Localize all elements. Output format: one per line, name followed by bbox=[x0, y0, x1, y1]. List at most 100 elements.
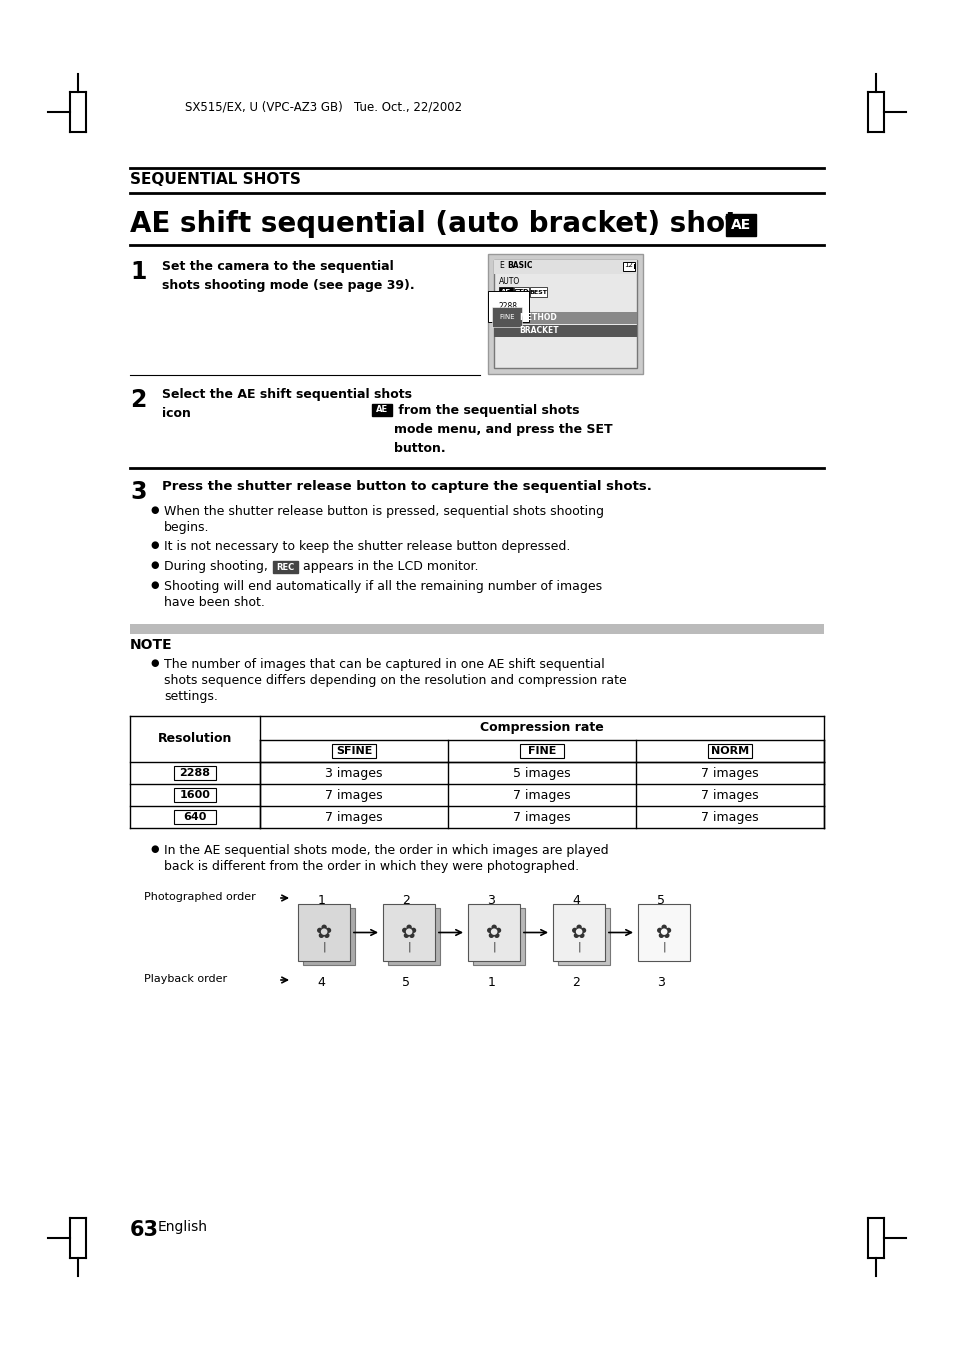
Bar bbox=[638, 904, 689, 961]
Text: 7 images: 7 images bbox=[325, 788, 382, 802]
Text: FINE: FINE bbox=[527, 746, 556, 756]
Text: 2: 2 bbox=[402, 894, 410, 907]
Text: |: | bbox=[322, 941, 326, 952]
Text: 3: 3 bbox=[130, 480, 147, 504]
Text: NOTE: NOTE bbox=[130, 638, 172, 652]
Bar bbox=[473, 909, 524, 965]
Text: ✿: ✿ bbox=[400, 923, 416, 942]
Bar bbox=[553, 904, 604, 961]
Bar bbox=[707, 744, 751, 758]
Text: 63: 63 bbox=[130, 1220, 159, 1240]
Text: ●: ● bbox=[150, 580, 158, 589]
Text: 4: 4 bbox=[317, 976, 325, 990]
Text: |: | bbox=[661, 941, 665, 952]
Bar bbox=[173, 810, 215, 823]
Text: begins.: begins. bbox=[164, 521, 210, 534]
Text: E: E bbox=[498, 261, 503, 270]
Bar bbox=[468, 904, 519, 961]
Bar bbox=[514, 287, 529, 297]
Text: REC: REC bbox=[276, 562, 294, 572]
Bar bbox=[173, 767, 215, 780]
Text: 7 images: 7 images bbox=[513, 810, 570, 823]
Text: 1: 1 bbox=[487, 976, 495, 990]
Bar bbox=[622, 262, 635, 270]
Text: 4: 4 bbox=[572, 894, 579, 907]
Text: Playback order: Playback order bbox=[144, 973, 227, 984]
Bar bbox=[388, 909, 439, 965]
Text: English: English bbox=[158, 1220, 208, 1234]
Text: 3 images: 3 images bbox=[325, 767, 382, 780]
Text: NORM: NORM bbox=[710, 746, 748, 756]
Text: In the AE sequential shots mode, the order in which images are played: In the AE sequential shots mode, the ord… bbox=[164, 844, 608, 857]
Text: ●: ● bbox=[150, 844, 158, 854]
Text: During shooting,: During shooting, bbox=[164, 560, 272, 573]
Text: When the shutter release button is pressed, sequential shots shooting: When the shutter release button is press… bbox=[164, 506, 603, 518]
Text: 5: 5 bbox=[657, 894, 665, 907]
Text: 3: 3 bbox=[487, 894, 495, 907]
Text: AUTO: AUTO bbox=[498, 277, 519, 287]
Text: Set the camera to the sequential
shots shooting mode (see page 39).: Set the camera to the sequential shots s… bbox=[162, 260, 415, 292]
Bar bbox=[494, 324, 637, 337]
Text: 3: 3 bbox=[657, 976, 665, 990]
Text: BEST: BEST bbox=[529, 289, 546, 295]
Text: shots sequence differs depending on the resolution and compression rate: shots sequence differs depending on the … bbox=[164, 675, 626, 687]
Text: FINE: FINE bbox=[498, 314, 514, 320]
Bar bbox=[519, 744, 563, 758]
Text: AE: AE bbox=[500, 289, 511, 295]
Bar bbox=[634, 264, 636, 269]
Text: Compression rate: Compression rate bbox=[479, 722, 603, 734]
Text: Photographed order: Photographed order bbox=[144, 892, 255, 902]
Text: Shooting will end automatically if all the remaining number of images: Shooting will end automatically if all t… bbox=[164, 580, 601, 594]
Text: BASIC: BASIC bbox=[506, 261, 532, 270]
Text: 2288: 2288 bbox=[179, 768, 211, 777]
Text: ✿: ✿ bbox=[315, 923, 332, 942]
Text: ●: ● bbox=[150, 658, 158, 668]
Text: AE: AE bbox=[375, 406, 388, 415]
Text: BRACKET: BRACKET bbox=[518, 326, 558, 335]
Text: |: | bbox=[492, 941, 496, 952]
Bar bbox=[498, 287, 513, 297]
Text: ✿: ✿ bbox=[570, 923, 587, 942]
Text: AE: AE bbox=[730, 218, 750, 233]
Text: 7 images: 7 images bbox=[700, 810, 758, 823]
Bar bbox=[297, 904, 350, 961]
Text: 1: 1 bbox=[317, 894, 325, 907]
Bar bbox=[382, 904, 435, 961]
Bar bbox=[494, 260, 637, 368]
Text: Resolution: Resolution bbox=[157, 733, 232, 745]
Text: |: | bbox=[577, 941, 580, 952]
Text: 2288: 2288 bbox=[498, 301, 517, 311]
Text: appears in the LCD monitor.: appears in the LCD monitor. bbox=[298, 560, 478, 573]
Text: ●: ● bbox=[150, 506, 158, 515]
Text: 7 images: 7 images bbox=[325, 810, 382, 823]
Text: settings.: settings. bbox=[164, 690, 217, 703]
Text: AE shift sequential (auto bracket) shots: AE shift sequential (auto bracket) shots bbox=[130, 210, 754, 238]
Text: 1: 1 bbox=[130, 260, 146, 284]
Text: SEQUENTIAL SHOTS: SEQUENTIAL SHOTS bbox=[130, 172, 300, 187]
Text: Press the shutter release button to capture the sequential shots.: Press the shutter release button to capt… bbox=[162, 480, 651, 493]
Text: SFINE: SFINE bbox=[335, 746, 372, 756]
Text: ●: ● bbox=[150, 560, 158, 571]
Text: 640: 640 bbox=[183, 813, 207, 822]
Bar bbox=[303, 909, 355, 965]
Text: 1600: 1600 bbox=[179, 790, 211, 800]
Text: 12: 12 bbox=[623, 262, 633, 268]
Text: It is not necessary to keep the shutter release button depressed.: It is not necessary to keep the shutter … bbox=[164, 539, 570, 553]
Text: ✿: ✿ bbox=[655, 923, 672, 942]
Text: ●: ● bbox=[150, 539, 158, 550]
Text: |: | bbox=[407, 941, 411, 952]
Text: back is different from the order in which they were photographed.: back is different from the order in whic… bbox=[164, 860, 578, 873]
Text: 5 images: 5 images bbox=[513, 767, 570, 780]
Text: 2: 2 bbox=[130, 388, 146, 412]
Text: 7 images: 7 images bbox=[700, 788, 758, 802]
Text: 7 images: 7 images bbox=[700, 767, 758, 780]
Bar bbox=[332, 744, 375, 758]
Bar bbox=[494, 260, 637, 274]
Text: The number of images that can be captured in one AE shift sequential: The number of images that can be capture… bbox=[164, 658, 604, 671]
Bar bbox=[494, 312, 637, 324]
Text: 5: 5 bbox=[402, 976, 410, 990]
Bar bbox=[173, 788, 215, 802]
Bar bbox=[273, 561, 297, 573]
Text: from the sequential shots
mode menu, and press the SET
button.: from the sequential shots mode menu, and… bbox=[394, 404, 612, 456]
Bar bbox=[372, 404, 392, 416]
